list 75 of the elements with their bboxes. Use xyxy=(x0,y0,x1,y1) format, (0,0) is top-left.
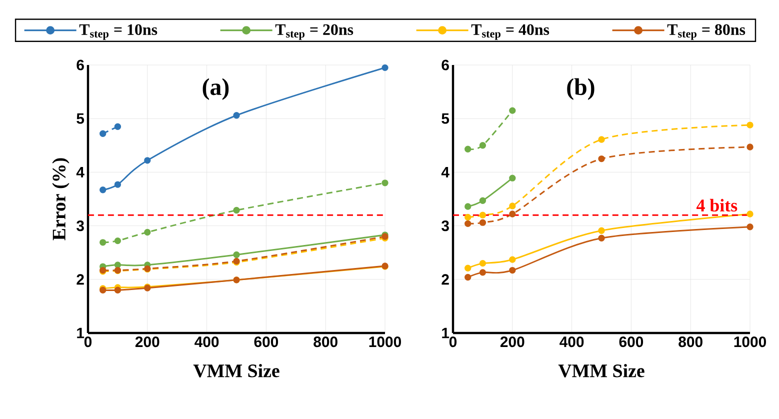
point xyxy=(509,174,516,182)
x-tick-label: 600 xyxy=(254,336,278,348)
point xyxy=(509,256,516,263)
y-axis-title: Error (%) xyxy=(52,158,70,240)
y-tick-label: 2 xyxy=(442,274,449,285)
point xyxy=(479,219,486,226)
y-tick-label: 1 xyxy=(442,328,450,338)
point xyxy=(114,181,122,188)
point xyxy=(479,142,486,149)
point xyxy=(479,260,486,267)
point xyxy=(598,155,605,162)
x-tick-label: 800 xyxy=(314,336,338,348)
y-tick-label: 3 xyxy=(442,220,449,232)
point xyxy=(746,144,754,150)
legend-label: T$_{step}$ = 20ns xyxy=(275,24,354,40)
point xyxy=(382,64,388,72)
point xyxy=(509,266,516,274)
point xyxy=(100,130,106,137)
y-tick-label: 6 xyxy=(442,60,449,70)
point xyxy=(479,197,486,204)
point xyxy=(464,203,472,210)
point xyxy=(464,214,472,221)
point xyxy=(464,274,472,281)
annotation: (b) xyxy=(567,78,594,100)
y-tick-label: 4 xyxy=(76,167,84,178)
x-tick-label: 600 xyxy=(619,336,644,348)
point xyxy=(479,212,486,218)
point xyxy=(233,251,240,258)
y-tick-label: 1 xyxy=(77,328,84,338)
annotation: (a) xyxy=(202,78,229,100)
point xyxy=(233,206,240,214)
point xyxy=(114,262,122,268)
x-tick-label: 0 xyxy=(449,336,457,348)
point xyxy=(382,180,388,186)
x-tick-label: 1000 xyxy=(734,336,766,348)
y-tick-label: 3 xyxy=(76,220,84,232)
point xyxy=(114,123,122,130)
y-tick-label: 4 xyxy=(441,167,450,178)
point xyxy=(598,136,605,143)
point xyxy=(144,157,151,164)
x-axis-title: VMM Size xyxy=(193,364,280,378)
point xyxy=(464,220,472,227)
point xyxy=(509,210,516,218)
point xyxy=(509,107,516,114)
x-tick-label: 1000 xyxy=(369,336,401,348)
y-tick-label: 5 xyxy=(76,113,84,124)
legend-label: T$_{step}$ = 10ns xyxy=(79,24,158,40)
x-tick-label: 0 xyxy=(84,336,92,348)
y-tick-label: 5 xyxy=(442,113,450,124)
point xyxy=(233,112,240,119)
x-tick-label: 400 xyxy=(194,336,219,348)
point xyxy=(100,186,106,194)
point xyxy=(100,239,106,246)
y-tick-label: 2 xyxy=(76,274,84,285)
legend-label: T$_{step}$ = 40ns xyxy=(471,24,550,40)
point xyxy=(144,228,151,236)
x-axis-title: VMM Size xyxy=(558,364,644,378)
point xyxy=(464,146,472,152)
point xyxy=(464,264,472,272)
point xyxy=(746,122,754,128)
y-tick-label: 6 xyxy=(76,60,84,70)
x-tick-label: 200 xyxy=(500,336,524,348)
point xyxy=(598,234,605,242)
point xyxy=(746,210,754,218)
x-tick-label: 200 xyxy=(135,336,160,348)
point xyxy=(509,202,516,210)
point xyxy=(114,237,122,244)
point xyxy=(114,286,122,294)
point xyxy=(479,269,486,276)
point xyxy=(598,227,605,234)
legend-label: T$_{step}$ = 80ns xyxy=(667,24,746,40)
point xyxy=(746,224,754,230)
x-tick-label: 400 xyxy=(560,336,584,348)
x-tick-label: 800 xyxy=(678,336,702,348)
ref-line-label: 4 bits xyxy=(696,198,738,212)
